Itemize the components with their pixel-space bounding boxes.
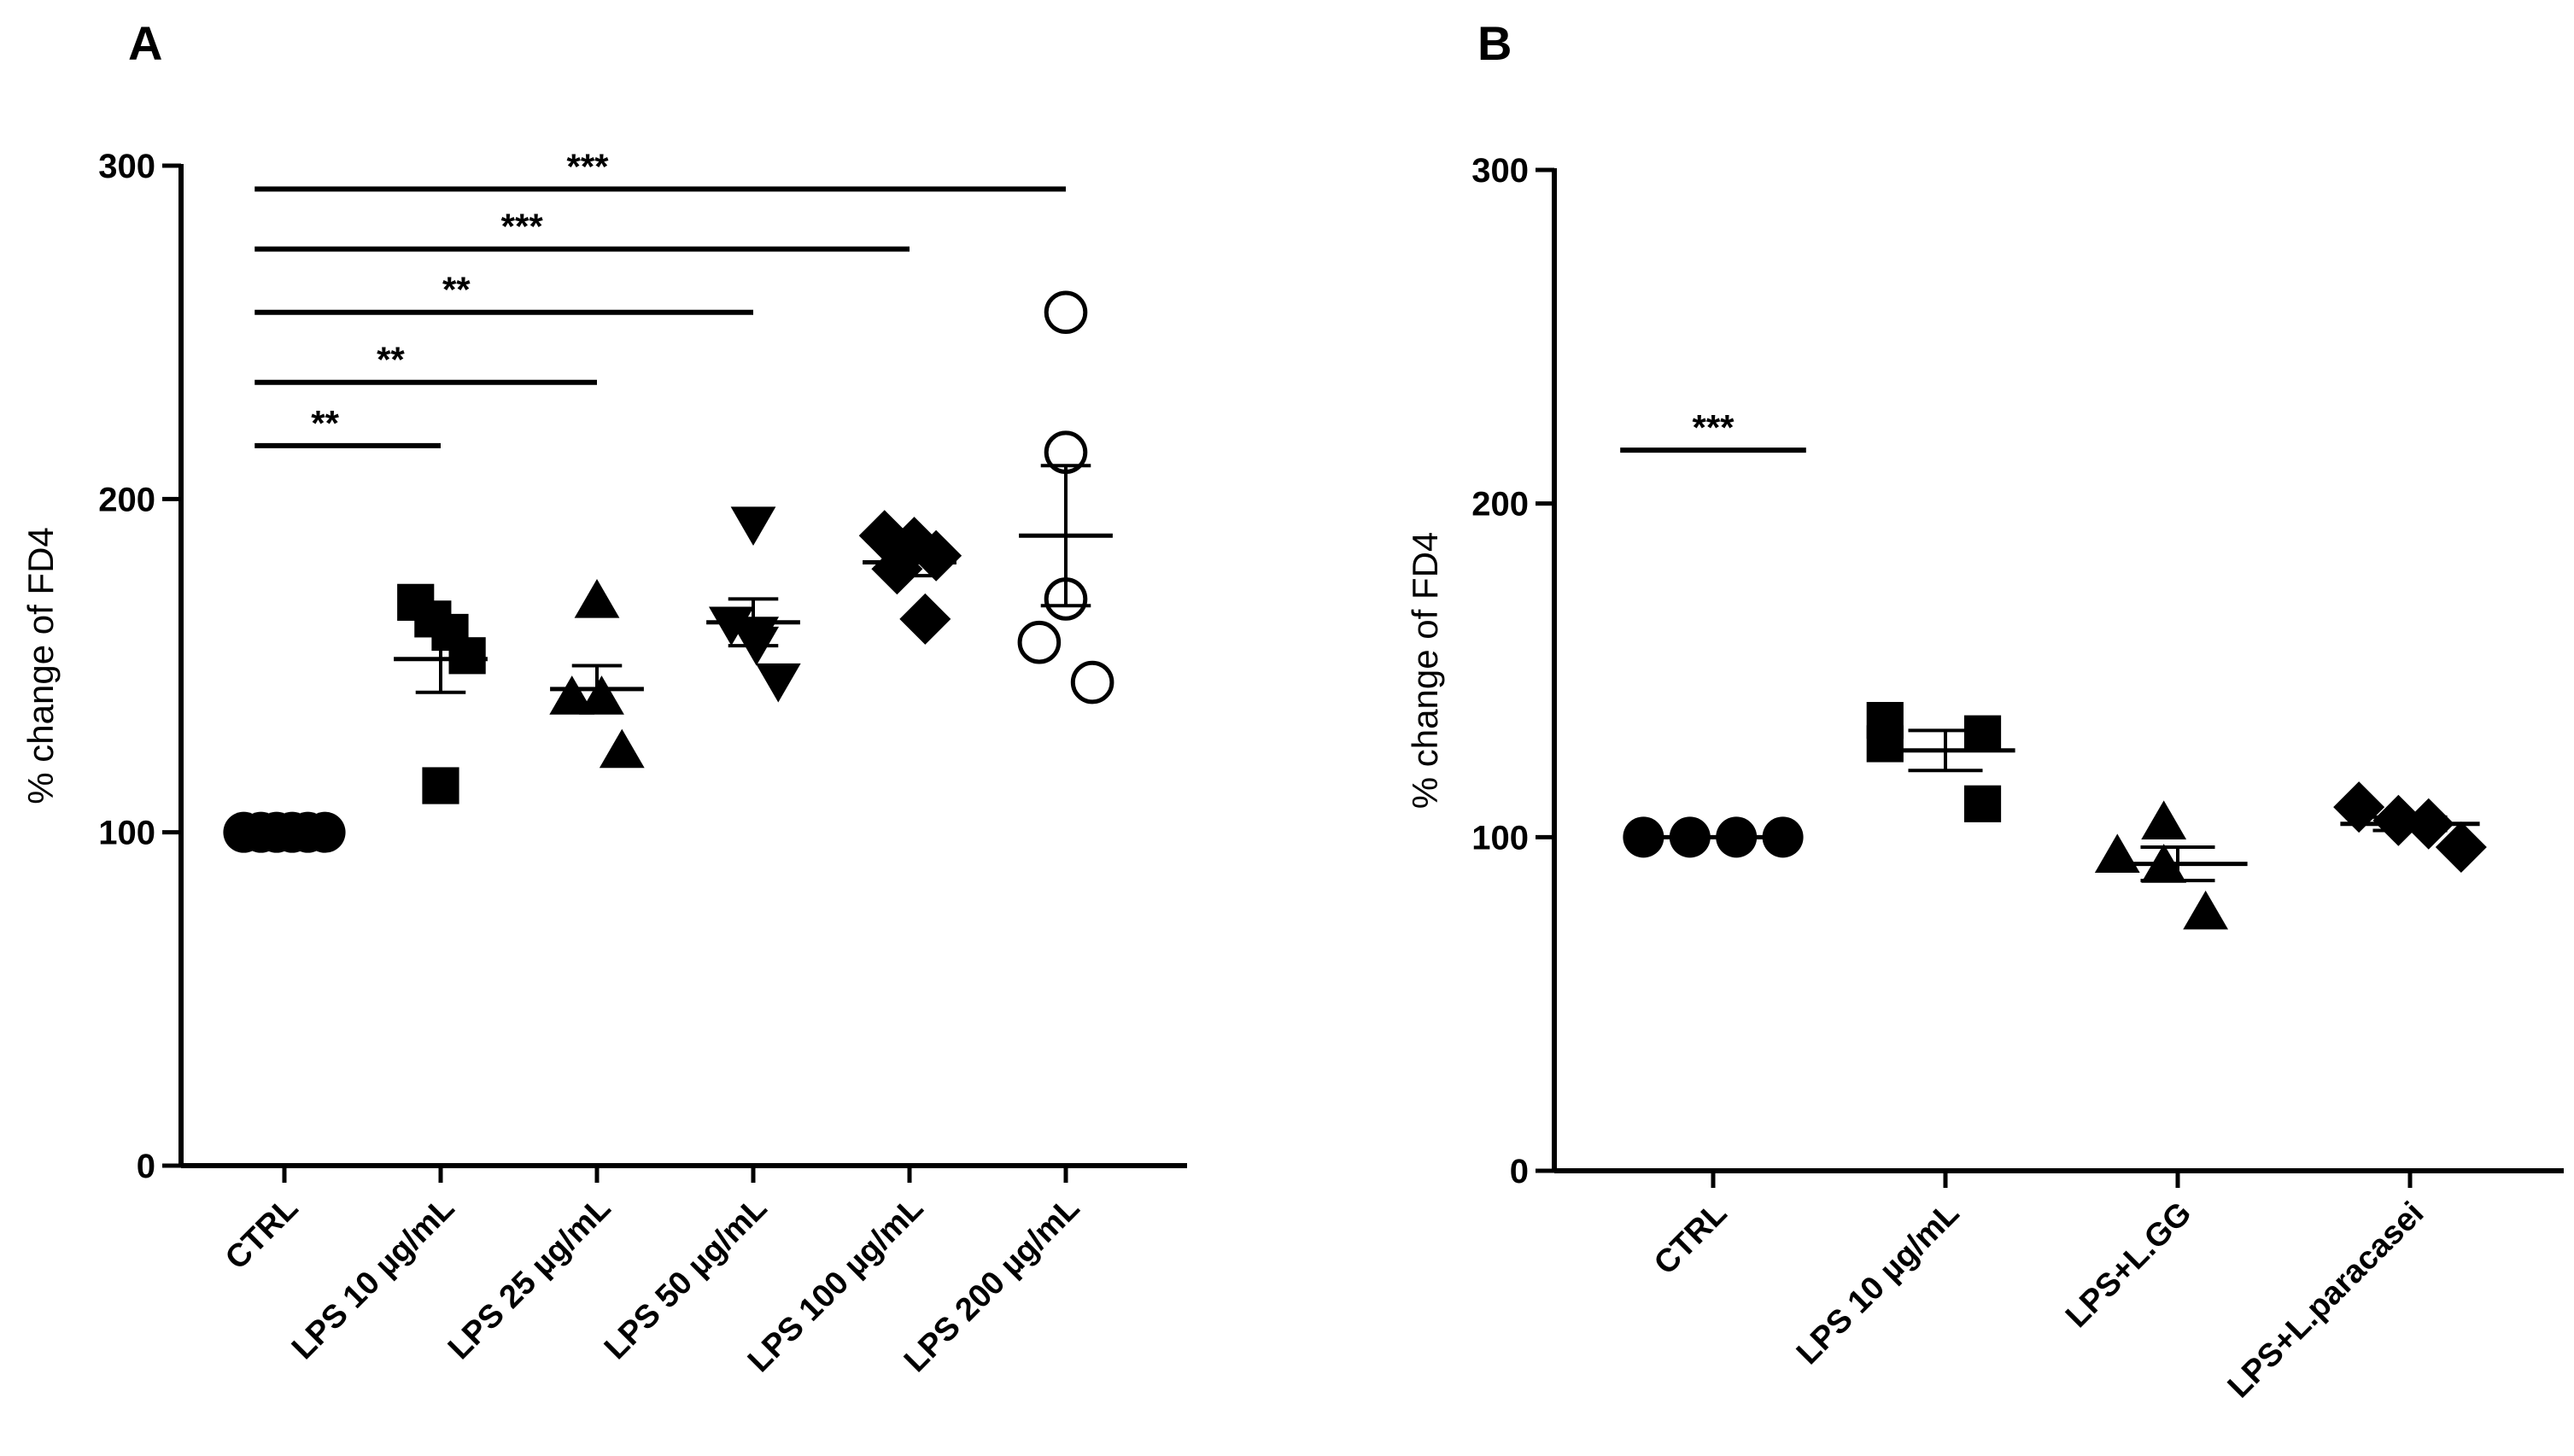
- panel-b-y-axis-label: % change of FD4: [1405, 532, 1445, 810]
- panel-b-category-label-2: LPS+L.GG: [2059, 1196, 2198, 1335]
- panel-a-ytick-label-200: 200: [98, 481, 155, 518]
- panel-b-point-3-0: [2333, 781, 2385, 833]
- panel-a-significance-label-1: **: [377, 340, 405, 380]
- panel-a-category-label-0: CTRL: [219, 1190, 305, 1277]
- panel-a-significance-label-4: ***: [566, 146, 609, 186]
- panel-b-ytick-label-300: 300: [1471, 152, 1529, 190]
- panel-a-significance-label-3: ***: [501, 207, 544, 247]
- panel-a-point-4-2: [910, 529, 962, 582]
- panel-a-series-2: [549, 578, 645, 769]
- panel-b-category-label-1: LPS 10 µg/mL: [1790, 1196, 1966, 1371]
- panel-a-point-1-4: [422, 767, 459, 804]
- panel-b-point-3-3: [2435, 822, 2487, 874]
- panel-a-letter: A: [128, 16, 162, 70]
- panel-b-point-3-1: [2372, 794, 2425, 846]
- panel-b-series-1: [1866, 702, 2015, 822]
- panel-a-series-5: [1017, 290, 1114, 705]
- panel-a-category-label-2: LPS 25 µg/mL: [442, 1190, 617, 1366]
- panel-a-point-2-3: [599, 728, 645, 769]
- panel-a-series-3: [706, 506, 801, 703]
- panel-a-point-3-1: [708, 606, 754, 646]
- panel-b: B 0 100 200 300 % change of FD4 CTRL LPS 10 µg…: [1405, 16, 2564, 1405]
- panel-b-ytick-label-0: 0: [1510, 1153, 1529, 1190]
- panel-b-point-2-3: [2183, 890, 2229, 930]
- panel-b-category-label-3: LPS+L.paracasei: [2221, 1196, 2431, 1406]
- panel-b-ytick-label-100: 100: [1471, 819, 1529, 857]
- panel-a-category-label-1: LPS 10 µg/mL: [285, 1190, 461, 1366]
- panel-b-point-1-1: [1866, 725, 1904, 763]
- panel-a-point-2-0: [574, 578, 620, 618]
- panel-a-ytick-label-0: 0: [137, 1148, 155, 1185]
- panel-a-series-0: [223, 811, 346, 853]
- panel-a-category-label-3: LPS 50 µg/mL: [598, 1190, 774, 1366]
- panel-a-ytick-label-300: 300: [98, 148, 155, 185]
- panel-a-point-5-4: [1070, 660, 1114, 705]
- panel-a-point-2-1: [549, 675, 595, 715]
- panel-b-series-3: [2333, 781, 2487, 874]
- panel-b-point-1-2: [1963, 715, 2002, 752]
- panel-a-point-1-3: [448, 637, 486, 675]
- panel-b-point-2-0: [2094, 833, 2140, 874]
- panel-a-point-3-0: [730, 506, 776, 547]
- panel-a-point-2-2: [579, 675, 624, 715]
- panel-a-significance-label-2: **: [442, 270, 471, 310]
- panel-a-y-axis-label: % change of FD4: [20, 527, 61, 804]
- panel-a-point-3-3: [755, 663, 801, 703]
- panel-b-series-2: [2094, 800, 2248, 930]
- panel-b-point-1-3: [1963, 785, 2002, 822]
- panel-a-series-1: [394, 583, 488, 804]
- panel-a-point-4-4: [899, 593, 951, 645]
- panel-b-ytick-label-200: 200: [1471, 486, 1529, 523]
- panel-b-point-2-1: [2141, 800, 2187, 839]
- panel-a-point-5-3: [1017, 620, 1062, 664]
- panel-a-significance-label-0: **: [311, 403, 339, 443]
- panel-b-category-label-0: CTRL: [1647, 1196, 1734, 1282]
- panel-a-series-4: [858, 510, 962, 645]
- panel-a-point-5-0: [1044, 290, 1088, 335]
- panel-b-series-0: [1623, 816, 1804, 858]
- panel-b-letter: B: [1477, 16, 1512, 70]
- panel-a-ytick-label-100: 100: [98, 815, 155, 852]
- panel-b-significance-label-0: ***: [1692, 407, 1735, 447]
